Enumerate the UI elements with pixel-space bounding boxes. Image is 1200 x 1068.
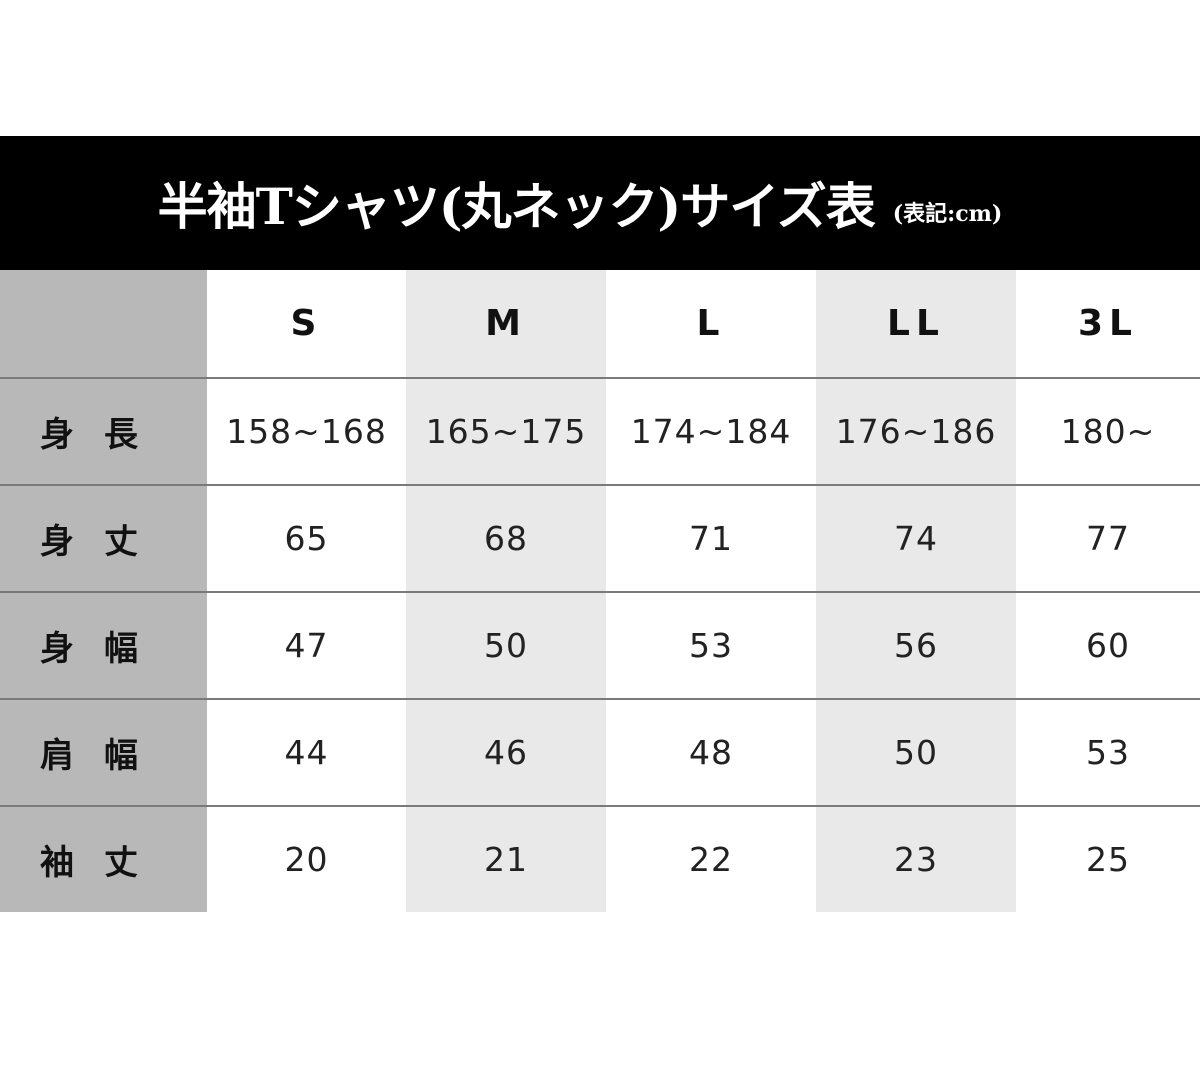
row-label: 身丈 — [0, 486, 207, 591]
column-header: L — [606, 270, 816, 377]
table-cell: 23 — [816, 807, 1016, 912]
table-cell: 65 — [207, 486, 406, 591]
unit-note: (表記:cm) — [892, 201, 1003, 227]
table-row: 袖丈 20 21 22 23 25 — [0, 805, 1200, 912]
page-title: 半袖Tシャツ(丸ネック)サイズ表 — [157, 177, 876, 236]
row-label: 身長 — [0, 379, 207, 484]
table-cell: 46 — [406, 700, 606, 805]
table-cell: 71 — [606, 486, 816, 591]
title-bar: 半袖Tシャツ(丸ネック)サイズ表 (表記:cm) — [0, 136, 1200, 270]
table-cell: 53 — [606, 593, 816, 698]
table-cell: 47 — [207, 593, 406, 698]
table-cell: 174~184 — [606, 379, 816, 484]
table-cell: 20 — [207, 807, 406, 912]
table-cell: 56 — [816, 593, 1016, 698]
row-label: 身幅 — [0, 593, 207, 698]
table-cell: 25 — [1016, 807, 1200, 912]
table-cell: 158~168 — [207, 379, 406, 484]
table-row: 肩幅 44 46 48 50 53 — [0, 698, 1200, 805]
table-cell: 53 — [1016, 700, 1200, 805]
table-cell: 21 — [406, 807, 606, 912]
column-header: M — [406, 270, 606, 377]
column-header: S — [207, 270, 406, 377]
table-cell: 180~ — [1016, 379, 1200, 484]
table-cell: 77 — [1016, 486, 1200, 591]
row-label: 肩幅 — [0, 700, 207, 805]
column-header: LL — [816, 270, 1016, 377]
table-row: 身丈 65 68 71 74 77 — [0, 484, 1200, 591]
row-label: 袖丈 — [0, 807, 207, 912]
table-row: 身幅 47 50 53 56 60 — [0, 591, 1200, 698]
table-cell: 176~186 — [816, 379, 1016, 484]
table-cell: 60 — [1016, 593, 1200, 698]
table-cell: 48 — [606, 700, 816, 805]
column-header: 3L — [1016, 270, 1200, 377]
table-cell: 44 — [207, 700, 406, 805]
table-row: 身長 158~168 165~175 174~184 176~186 180~ — [0, 377, 1200, 484]
table-cell: 74 — [816, 486, 1016, 591]
table-cell: 50 — [406, 593, 606, 698]
table-cell: 50 — [816, 700, 1016, 805]
size-table: S M L LL 3L 身長 158~168 165~175 174~184 176~1… — [0, 270, 1200, 912]
table-cell: 68 — [406, 486, 606, 591]
table-header-row: S M L LL 3L — [0, 270, 1200, 377]
table-cell: 22 — [606, 807, 816, 912]
table-cell: 165~175 — [406, 379, 606, 484]
corner-cell — [0, 270, 207, 377]
